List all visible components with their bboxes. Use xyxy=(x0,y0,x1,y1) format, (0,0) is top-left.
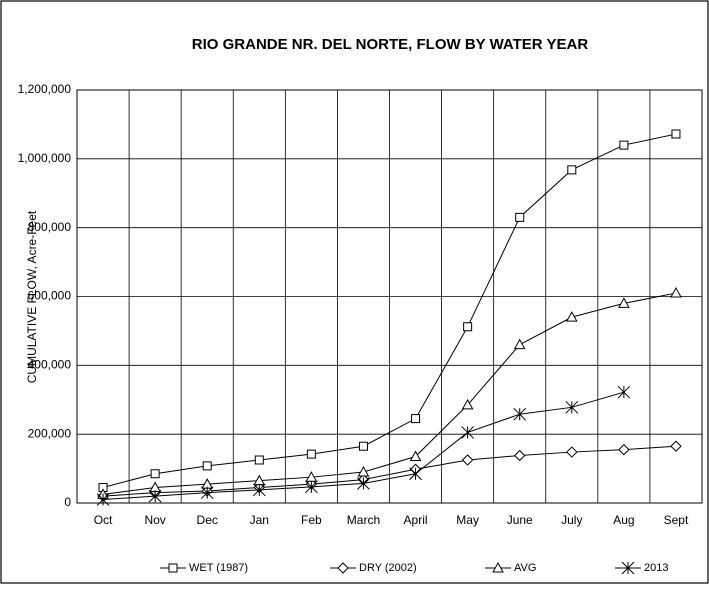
x-tick-label: Feb xyxy=(301,513,322,527)
x-tick-label: Dec xyxy=(197,513,218,527)
point-marker xyxy=(96,493,110,506)
point-marker xyxy=(618,443,630,456)
y-axis-label: CUMULATIVE FLOW, Acre-Feet xyxy=(25,210,39,383)
point-marker xyxy=(618,297,630,308)
legend-label: WET (1987) xyxy=(189,562,248,574)
point-marker xyxy=(98,483,108,493)
point-marker xyxy=(202,461,212,471)
point-marker xyxy=(461,426,474,439)
legend-label: AVG xyxy=(514,562,536,574)
y-tick-label: 600,000 xyxy=(28,289,72,303)
y-tick-label: 0 xyxy=(64,495,71,509)
x-tick-label: April xyxy=(404,513,428,527)
point-marker xyxy=(357,465,370,477)
x-tick-label: Oct xyxy=(94,513,113,527)
legend-marker xyxy=(168,563,178,573)
chart-title: RIO GRANDE NR. DEL NORTE, FLOW BY WATER … xyxy=(192,36,589,53)
x-tick-label: Aug xyxy=(613,513,634,527)
series-line xyxy=(102,133,677,488)
point-marker xyxy=(409,450,422,462)
series-line xyxy=(102,292,677,495)
point-marker xyxy=(670,287,682,298)
legend-label: 2013 xyxy=(644,562,668,574)
y-tick-label: 200,000 xyxy=(28,426,72,440)
point-marker xyxy=(150,469,160,479)
point-marker xyxy=(670,440,682,452)
point-marker xyxy=(513,338,526,350)
point-marker xyxy=(409,467,422,481)
legend-marker xyxy=(621,561,635,575)
point-marker xyxy=(200,486,214,500)
point-marker xyxy=(463,322,473,332)
point-marker xyxy=(671,129,681,139)
legend-marker xyxy=(492,561,504,573)
x-tick-label: June xyxy=(507,513,533,527)
point-marker xyxy=(254,455,264,465)
point-marker xyxy=(461,454,474,466)
y-tick-label: 1,200,000 xyxy=(18,82,72,96)
point-marker xyxy=(411,414,421,424)
point-marker xyxy=(565,311,578,322)
point-marker xyxy=(514,449,526,462)
y-tick-label: 1,000,000 xyxy=(18,151,72,165)
x-tick-label: March xyxy=(347,513,380,527)
series-line xyxy=(103,445,676,497)
x-tick-label: May xyxy=(456,513,479,527)
point-marker xyxy=(567,165,577,175)
point-marker xyxy=(566,446,578,458)
legend-label: DRY (2002) xyxy=(359,562,417,574)
point-marker xyxy=(619,140,629,150)
point-marker xyxy=(357,477,370,490)
point-marker xyxy=(565,400,579,414)
point-marker xyxy=(252,483,266,497)
point-marker xyxy=(148,489,162,503)
point-marker xyxy=(306,449,316,459)
x-tick-label: Nov xyxy=(144,513,165,527)
x-tick-label: Sept xyxy=(664,513,689,527)
point-marker xyxy=(305,480,318,494)
point-marker xyxy=(513,407,527,421)
legend-marker xyxy=(337,562,349,574)
point-marker xyxy=(617,385,631,399)
point-marker xyxy=(358,441,368,451)
x-tick-label: July xyxy=(561,513,582,527)
y-tick-label: 800,000 xyxy=(28,220,72,234)
x-tick-label: Jan xyxy=(250,513,269,527)
point-marker xyxy=(461,398,474,410)
point-marker xyxy=(515,212,525,222)
y-tick-label: 400,000 xyxy=(28,358,72,372)
